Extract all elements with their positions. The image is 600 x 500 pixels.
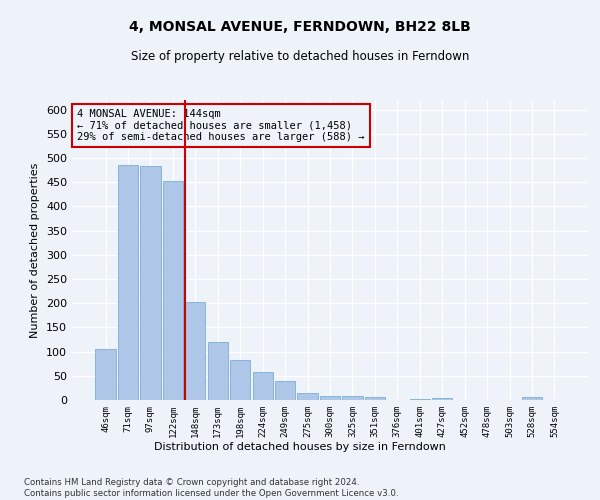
Text: Size of property relative to detached houses in Ferndown: Size of property relative to detached ho… [131, 50, 469, 63]
Text: Contains HM Land Registry data © Crown copyright and database right 2024.
Contai: Contains HM Land Registry data © Crown c… [24, 478, 398, 498]
Bar [95, 349, 116, 400]
Bar [432, 398, 452, 400]
Bar [365, 397, 385, 400]
Bar [230, 360, 250, 400]
Text: 4 MONSAL AVENUE: 144sqm
← 71% of detached houses are smaller (1,458)
29% of semi: 4 MONSAL AVENUE: 144sqm ← 71% of detache… [77, 109, 365, 142]
Bar [275, 380, 295, 400]
Bar [410, 398, 430, 400]
Bar [208, 342, 228, 400]
Bar [140, 166, 161, 400]
Bar [522, 397, 542, 400]
Bar [163, 181, 183, 400]
Bar [298, 393, 317, 400]
Bar [253, 372, 273, 400]
Bar [320, 396, 340, 400]
Bar [185, 302, 205, 400]
Text: 4, MONSAL AVENUE, FERNDOWN, BH22 8LB: 4, MONSAL AVENUE, FERNDOWN, BH22 8LB [129, 20, 471, 34]
Y-axis label: Number of detached properties: Number of detached properties [31, 162, 40, 338]
Bar [118, 166, 138, 400]
Text: Distribution of detached houses by size in Ferndown: Distribution of detached houses by size … [154, 442, 446, 452]
Bar [343, 396, 362, 400]
